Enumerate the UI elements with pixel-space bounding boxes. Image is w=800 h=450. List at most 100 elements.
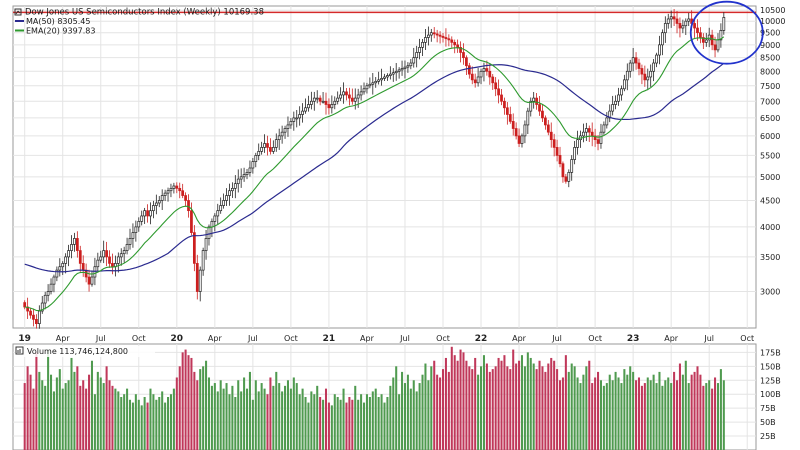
volume-bar — [178, 366, 181, 450]
time-tick-label: Jul — [703, 334, 714, 343]
candle-body — [494, 82, 498, 90]
candle-body — [584, 128, 588, 133]
volume-bar — [617, 377, 620, 450]
volume-tick-label: 50B — [760, 418, 776, 427]
candle-body — [301, 110, 304, 115]
volume-bar — [55, 377, 58, 450]
candle-body — [116, 256, 120, 264]
candle-body — [663, 23, 667, 34]
time-tick-label: Apr — [512, 334, 527, 343]
volume-bar — [316, 385, 319, 450]
time-tick-label: Oct — [284, 334, 298, 343]
candle-body — [447, 38, 451, 41]
candle-body — [356, 94, 360, 99]
volume-bar — [167, 397, 170, 450]
volume-bar — [199, 369, 202, 450]
candle-body — [611, 104, 615, 112]
volume-bar — [278, 383, 281, 450]
price-tick-label: 4000 — [760, 223, 780, 232]
candle-body — [640, 68, 644, 75]
candle-body — [152, 205, 155, 212]
candle-body — [544, 117, 547, 126]
time-axis: 19 Apr Jul Oct 20 Apr Jul Oct 21 Apr Jul Oct 22 Apr Ju… — [18, 334, 754, 344]
volume-bar — [661, 385, 664, 450]
candle-body — [549, 131, 553, 141]
time-tick-label: Jul — [247, 334, 258, 343]
candle-body — [620, 88, 623, 96]
volume-bar — [482, 355, 485, 450]
candle-body — [701, 37, 705, 43]
candle-body — [500, 94, 503, 102]
volume-bar — [222, 388, 225, 450]
volume-bar — [623, 369, 626, 450]
candle-body — [307, 104, 310, 109]
candle-body — [696, 27, 699, 34]
volume-bar — [128, 399, 132, 450]
candle-body — [418, 47, 421, 53]
candle-body — [96, 259, 100, 268]
candle-body — [693, 23, 696, 29]
volume-bar — [611, 380, 614, 450]
volume-bar — [412, 380, 415, 450]
highlight-circle-layer — [689, 0, 764, 65]
candle-body — [175, 185, 179, 189]
candle-body — [456, 44, 460, 48]
volume-bar — [50, 374, 53, 450]
volume-bar — [310, 391, 313, 450]
volume-bar — [298, 394, 301, 450]
volume-bar — [245, 388, 249, 450]
volume-bar — [111, 385, 114, 450]
volume-bar — [427, 380, 430, 450]
time-tick-label: Jul — [551, 334, 562, 343]
volume-bar — [140, 405, 143, 450]
volume-bar — [477, 374, 480, 450]
candle-body — [505, 107, 509, 115]
volume-bar — [711, 388, 714, 450]
volume-bar — [503, 355, 506, 450]
price-tick-label: 5500 — [760, 151, 780, 160]
volume-bar — [488, 371, 491, 450]
volume-bar — [383, 402, 386, 450]
volume-tick-label: 125B — [760, 376, 781, 385]
volume-bar — [196, 380, 199, 450]
volume-bar — [520, 355, 524, 450]
price-tick-label: 9500 — [760, 29, 780, 38]
time-tick-label: 22 — [475, 334, 488, 344]
volume-bar — [360, 394, 363, 450]
volume-bar — [415, 391, 418, 450]
price-y-axis: 3000 3500 4000 4500 5000 5500 6000 6500 7000 7500… — [760, 6, 785, 296]
volume-bar — [406, 374, 409, 450]
volume-bar — [626, 374, 629, 450]
volume-bar — [88, 374, 91, 450]
time-tick-label: Apr — [208, 334, 223, 343]
volume-bar — [61, 388, 64, 450]
chart-title: Dow Jones US Semiconductors Index (Weekl… — [25, 8, 264, 18]
volume-bar — [149, 388, 152, 450]
volume-bar — [424, 363, 427, 450]
volume-bar — [243, 377, 246, 450]
volume-bar — [362, 402, 366, 450]
candle-body — [283, 128, 287, 133]
candle-body — [73, 238, 76, 245]
candle-body — [710, 34, 714, 46]
volume-bar — [96, 371, 99, 450]
candle-body — [108, 256, 111, 264]
candle-body — [406, 65, 410, 68]
volume-bar — [351, 399, 354, 450]
volume-bar — [497, 357, 500, 450]
candle-body — [459, 47, 462, 53]
volume-bar — [556, 369, 559, 450]
volume-bar — [512, 349, 515, 450]
volume-bar — [205, 360, 208, 450]
volume-bar — [251, 399, 254, 450]
candle-body — [491, 76, 495, 84]
volume-bar — [52, 391, 55, 450]
candle-body — [485, 68, 489, 72]
volume-bar — [38, 371, 41, 450]
price-tick-label: 8000 — [760, 67, 780, 76]
volume-bar — [594, 377, 597, 450]
volume-bar — [161, 391, 164, 450]
volume-bar — [275, 371, 278, 450]
volume-bar — [240, 391, 243, 450]
volume-bar — [658, 371, 661, 450]
